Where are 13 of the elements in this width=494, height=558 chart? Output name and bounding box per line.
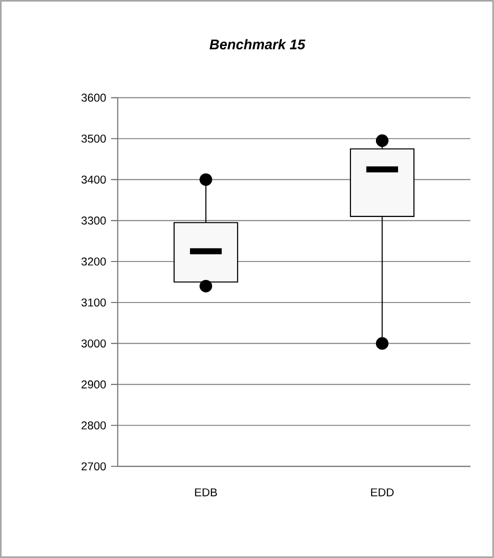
- x-tick-label: EDB: [195, 488, 217, 496]
- y-tick-label: 2900: [82, 380, 106, 388]
- x-tick-label: EDD: [371, 488, 394, 496]
- y-tick-label: 3600: [82, 94, 106, 102]
- y-tick-label: 3100: [82, 298, 106, 307]
- y-tick-label: 2700: [82, 462, 106, 470]
- y-tick-label: 3400: [82, 176, 106, 184]
- chart-title: Benchmark 15: [210, 39, 306, 50]
- y-tick-label: 3200: [82, 258, 106, 266]
- y-tick-label: 3500: [82, 134, 106, 143]
- y-tick-label: 3300: [82, 216, 106, 225]
- y-tick-label: 2800: [82, 421, 106, 430]
- y-tick-label: 3000: [82, 339, 106, 348]
